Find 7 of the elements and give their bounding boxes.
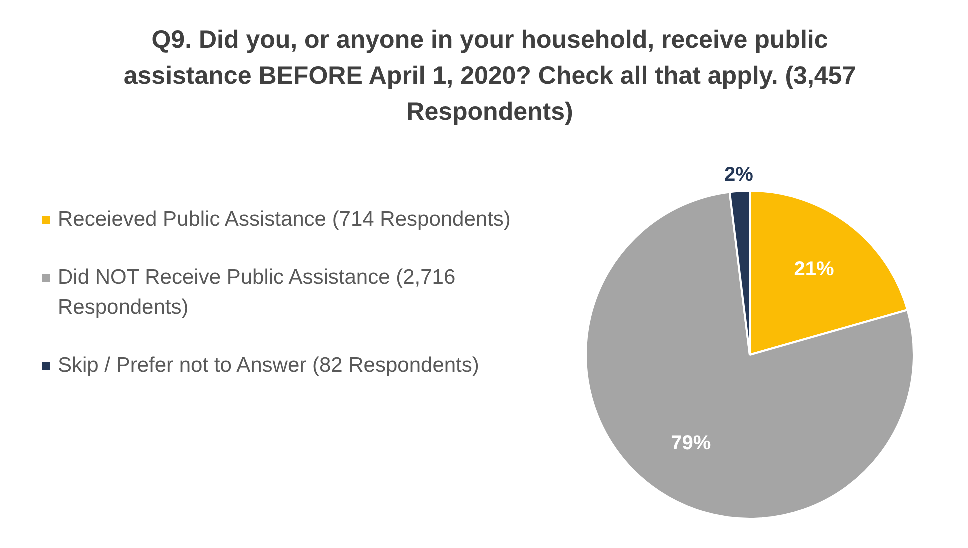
legend-label: Did NOT Receive Public Assistance (2,716 Respondents): [58, 265, 457, 321]
chart-title: Q9. Did you, or anyone in your household, receive public assistance BEFORE April 1, 2020? Check all that apply. (3,457 Respondents): [122, 25, 858, 128]
legend-label: Skip / Prefer not to Answer (82 Respondents): [58, 353, 480, 379]
legend-label: Receieved Public Assistance (714 Respondents): [58, 207, 511, 233]
data-label: 21%: [794, 258, 834, 280]
data-label: 79%: [671, 432, 712, 454]
data-label: 2%: [724, 164, 754, 186]
